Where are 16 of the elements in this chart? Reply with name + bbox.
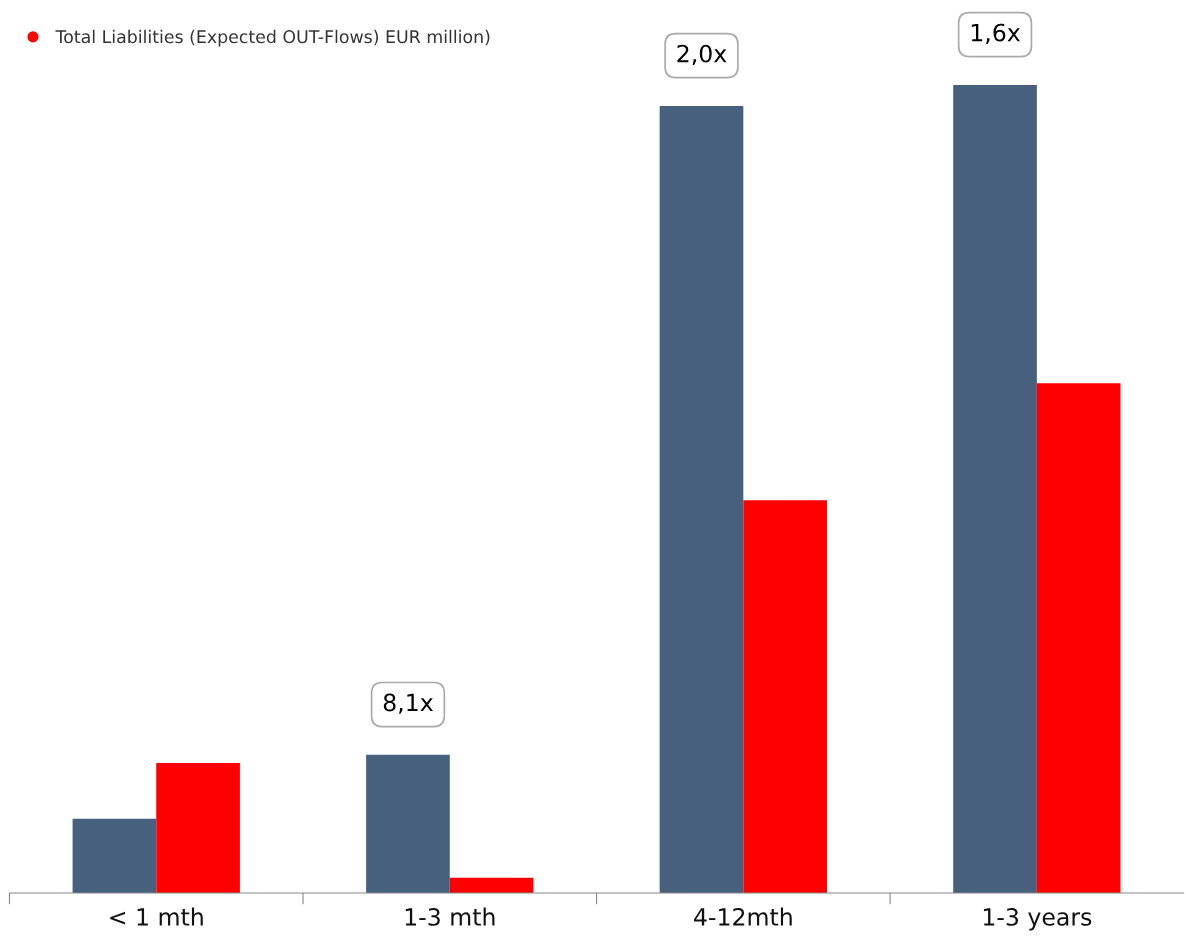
annotation: 1,6x bbox=[971, 23, 1021, 44]
bar bbox=[156, 762, 240, 894]
x-tick-label: < 1 mth bbox=[110, 907, 203, 926]
legend-label: Total Liabilities (Expected OUT-Flows) EUR million) bbox=[55, 29, 490, 47]
x-tick-label: 4-12mth bbox=[694, 907, 792, 926]
annotation: 8,1x bbox=[383, 693, 433, 714]
bar bbox=[659, 105, 744, 894]
x-tick-label: 1-3 mth bbox=[405, 907, 495, 926]
bar bbox=[72, 818, 157, 894]
x-tick-label: 1-3 years bbox=[983, 907, 1092, 931]
bar bbox=[953, 84, 1037, 894]
bar bbox=[1036, 383, 1121, 894]
bar bbox=[366, 754, 450, 894]
bar bbox=[449, 877, 534, 894]
bar bbox=[743, 500, 827, 894]
annotation: 2,0x bbox=[677, 44, 727, 65]
